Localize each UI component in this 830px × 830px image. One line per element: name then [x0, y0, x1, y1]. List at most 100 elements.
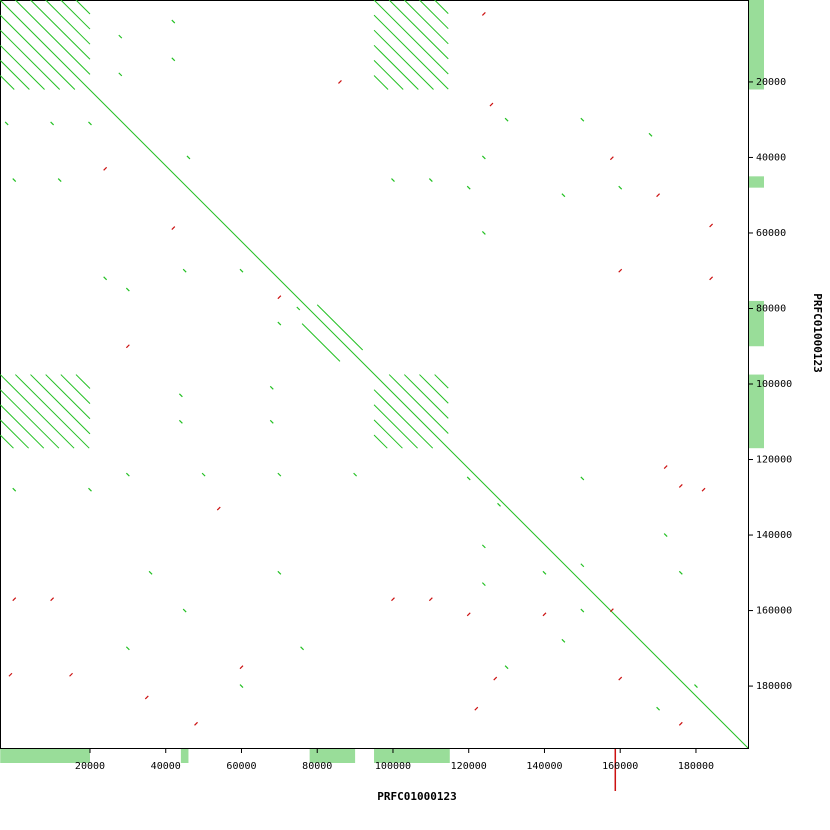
y-tick-label: 160000 — [756, 606, 792, 617]
forward-hit — [277, 472, 282, 477]
alignment-segment — [30, 0, 91, 60]
forward-hit — [580, 476, 585, 481]
reverse-hit — [481, 12, 486, 16]
forward-hit — [88, 121, 92, 126]
forward-hit — [466, 476, 471, 481]
alignment-segment — [0, 75, 15, 90]
forward-hit — [561, 193, 566, 198]
x-tick-label: 20000 — [75, 761, 105, 772]
forward-hit — [466, 185, 471, 190]
reverse-hit — [144, 695, 149, 700]
reverse-hit — [216, 506, 221, 511]
reverse-hit — [12, 597, 17, 602]
forward-hit — [663, 533, 668, 537]
forward-hit — [580, 117, 585, 122]
alignment-segment — [388, 374, 449, 434]
forward-hit — [277, 321, 282, 326]
alignment-segment — [373, 14, 449, 90]
reverse-hit — [194, 721, 198, 726]
alignment-segment — [373, 60, 404, 90]
alignment-segment — [15, 0, 91, 75]
forward-hit — [125, 287, 130, 292]
forward-hit — [178, 393, 183, 398]
reverse-hit — [489, 102, 494, 107]
alignment-segment — [0, 419, 29, 449]
reverse-hit — [678, 721, 683, 726]
x-tick-label: 160000 — [602, 761, 638, 772]
reverse-hit — [69, 672, 73, 677]
forward-hit — [497, 502, 501, 507]
reverse-hit — [171, 226, 176, 230]
x-tick-label: 40000 — [151, 761, 181, 772]
reverse-hit — [618, 268, 623, 273]
forward-hit — [391, 178, 395, 183]
forward-hit — [656, 706, 661, 711]
forward-hit — [12, 178, 17, 183]
alignment-segment — [75, 374, 91, 389]
x-coverage-reverse — [614, 749, 617, 791]
reverse-hit — [709, 276, 714, 281]
forward-hit — [300, 646, 305, 651]
reverse-hit — [542, 612, 547, 617]
y-tick-label: 180000 — [756, 681, 792, 692]
reverse-hit — [709, 223, 714, 228]
forward-hit — [678, 570, 683, 575]
reverse-hit — [701, 487, 706, 492]
forward-hit — [296, 306, 301, 311]
reverse-hit — [609, 608, 614, 613]
x-tick-label: 180000 — [678, 761, 714, 772]
forward-hit — [186, 155, 191, 160]
alignment-segment — [0, 44, 45, 90]
alignment-segment — [373, 75, 389, 90]
forward-hit — [269, 419, 274, 424]
alignment-segment — [373, 29, 434, 90]
reverse-hit — [493, 676, 498, 681]
alignment-segment — [434, 374, 449, 389]
alignment-segment — [0, 434, 14, 449]
reverse-hit — [239, 665, 244, 670]
forward-hit — [694, 684, 698, 689]
forward-hit — [481, 582, 486, 587]
alignment-segment — [301, 323, 341, 362]
forward-hit — [580, 563, 585, 568]
forward-hit — [125, 646, 130, 651]
alignment-segment — [373, 404, 418, 449]
y-coverage — [749, 0, 764, 90]
forward-hit — [201, 472, 206, 477]
x-tick-label: 120000 — [451, 761, 487, 772]
forward-hit — [125, 472, 130, 477]
x-tick-label: 80000 — [302, 761, 332, 772]
alignment-segment — [0, 60, 30, 90]
reverse-hit — [656, 193, 661, 198]
alignment-segment — [373, 0, 449, 75]
forward-hit — [504, 117, 509, 122]
x-coverage — [0, 749, 90, 763]
forward-hit — [269, 385, 274, 390]
y-tick-label: 120000 — [756, 455, 792, 466]
forward-hit — [118, 34, 123, 39]
reverse-hit — [103, 166, 108, 171]
x-tick-label: 100000 — [375, 761, 411, 772]
reverse-hit — [338, 80, 342, 84]
forward-hit — [353, 472, 358, 477]
reverse-hit — [277, 295, 282, 300]
y-tick-label: 140000 — [756, 530, 792, 541]
alignment-segment — [0, 29, 61, 90]
x-coverage — [180, 749, 189, 763]
alignment-segment — [316, 304, 364, 351]
x-tick-label: 60000 — [226, 761, 256, 772]
forward-hit — [648, 132, 653, 137]
forward-hit — [4, 121, 9, 126]
reverse-hit — [50, 597, 55, 602]
reverse-hit — [618, 676, 623, 681]
alignment-segment — [373, 44, 419, 90]
y-coverage — [749, 176, 764, 188]
forward-hit — [481, 231, 486, 235]
alignment-segment — [388, 0, 449, 60]
forward-hit — [178, 419, 183, 424]
reverse-hit — [8, 672, 13, 677]
alignment-segment — [60, 0, 91, 30]
forward-hit — [182, 268, 187, 273]
